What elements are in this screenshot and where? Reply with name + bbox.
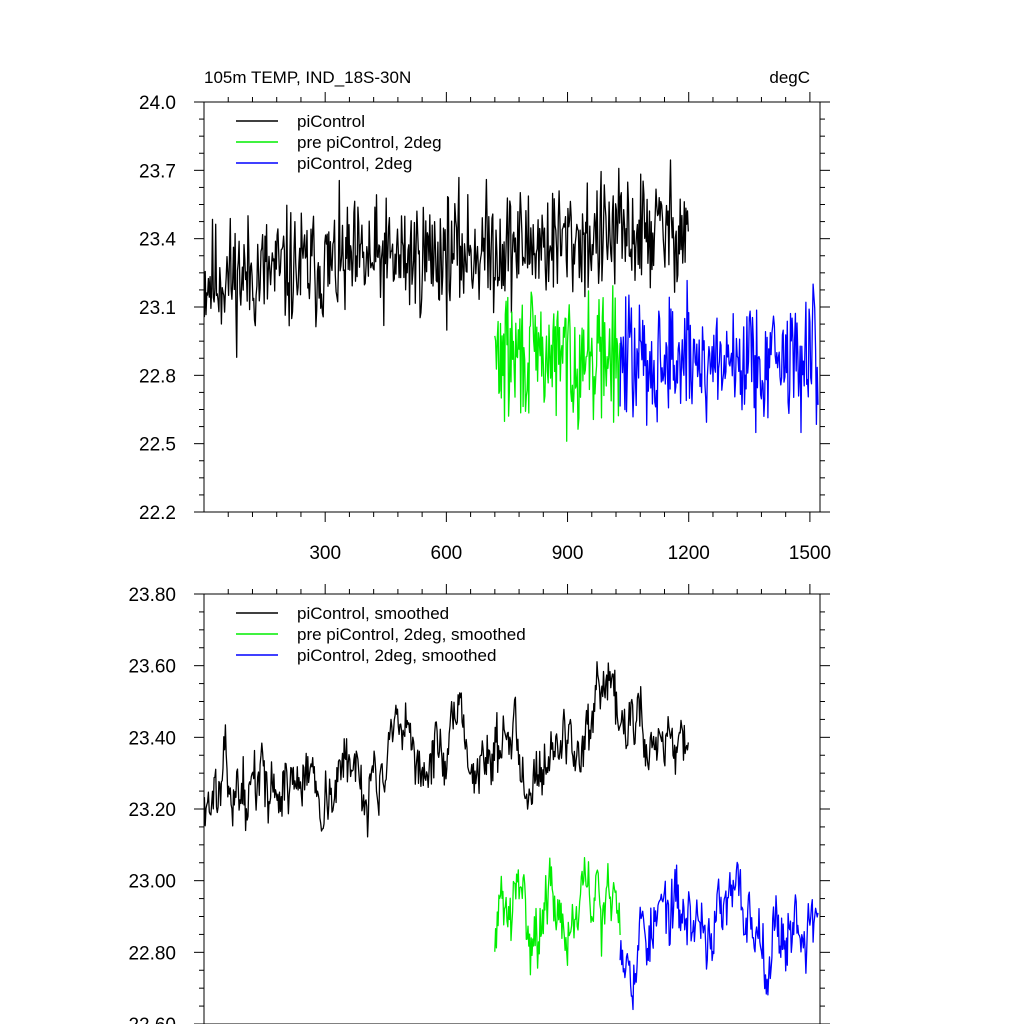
series-line-picontrol <box>203 159 689 358</box>
series-layer <box>203 661 819 1011</box>
y-tick-label: 22.8 <box>139 366 176 387</box>
x-tick-label: 600 <box>431 543 463 564</box>
series-line-picontrol-2deg <box>619 279 819 434</box>
legend-label-picontrol-smoothed: piControl, smoothed <box>297 604 449 623</box>
y-tick-label: 22.2 <box>139 503 176 524</box>
chart-title: 105m TEMP, IND_18S-30N <box>204 68 411 87</box>
series-layer <box>203 159 819 442</box>
legend: piControl, smoothed pre piControl, 2deg, … <box>236 604 526 665</box>
y-tick-label: 23.00 <box>128 872 176 893</box>
legend-label-picontrol-2deg-smoothed: piControl, 2deg, smoothed <box>297 646 496 665</box>
series-line-pre-picontrol-2deg <box>494 285 621 442</box>
y-tick-label: 23.40 <box>128 728 176 749</box>
y-tick-label: 23.80 <box>128 585 176 606</box>
legend-label-pre-picontrol-2deg-smoothed: pre piControl, 2deg, smoothed <box>297 625 526 644</box>
y-tick-label: 23.4 <box>139 230 176 251</box>
y-tick-label: 23.60 <box>128 657 176 678</box>
ticks-layer: 300 600 900 1200 1500 22.2 22.5 22.8 23.1 23.4 23.… <box>139 92 831 564</box>
x-tick-label: 1500 <box>789 543 831 564</box>
y-tick-label: 23.7 <box>139 161 176 182</box>
x-tick-label: 900 <box>552 543 584 564</box>
units-label: degC <box>769 68 810 87</box>
ticks-layer: 22.60 22.80 23.00 23.20 23.40 23.60 23.80 <box>128 584 830 1024</box>
y-tick-label: 23.20 <box>128 800 176 821</box>
top-panel: 105m TEMP, IND_18S-30N degC 300 600 900 120… <box>139 68 831 564</box>
y-tick-label: 24.0 <box>139 93 176 114</box>
series-line-pre-picontrol-2deg-smoothed <box>494 856 621 976</box>
legend-label-pre-picontrol-2deg: pre piControl, 2deg <box>297 133 442 152</box>
y-tick-label: 22.60 <box>128 1015 176 1024</box>
y-tick-label: 22.80 <box>128 943 176 964</box>
series-line-picontrol-2deg-smoothed <box>619 861 819 1011</box>
y-tick-label: 23.1 <box>139 298 176 319</box>
legend-label-picontrol: piControl <box>297 112 365 131</box>
legend: piControl pre piControl, 2deg piControl, 2… <box>236 112 442 173</box>
y-tick-label: 22.5 <box>139 435 176 456</box>
bottom-panel: 22.60 22.80 23.00 23.20 23.40 23.60 23.80 piCo… <box>128 584 830 1024</box>
legend-label-picontrol-2deg: piControl, 2deg <box>297 154 412 173</box>
x-tick-label: 1200 <box>668 543 710 564</box>
series-line-picontrol-smoothed <box>203 661 689 838</box>
x-tick-label: 300 <box>309 543 341 564</box>
